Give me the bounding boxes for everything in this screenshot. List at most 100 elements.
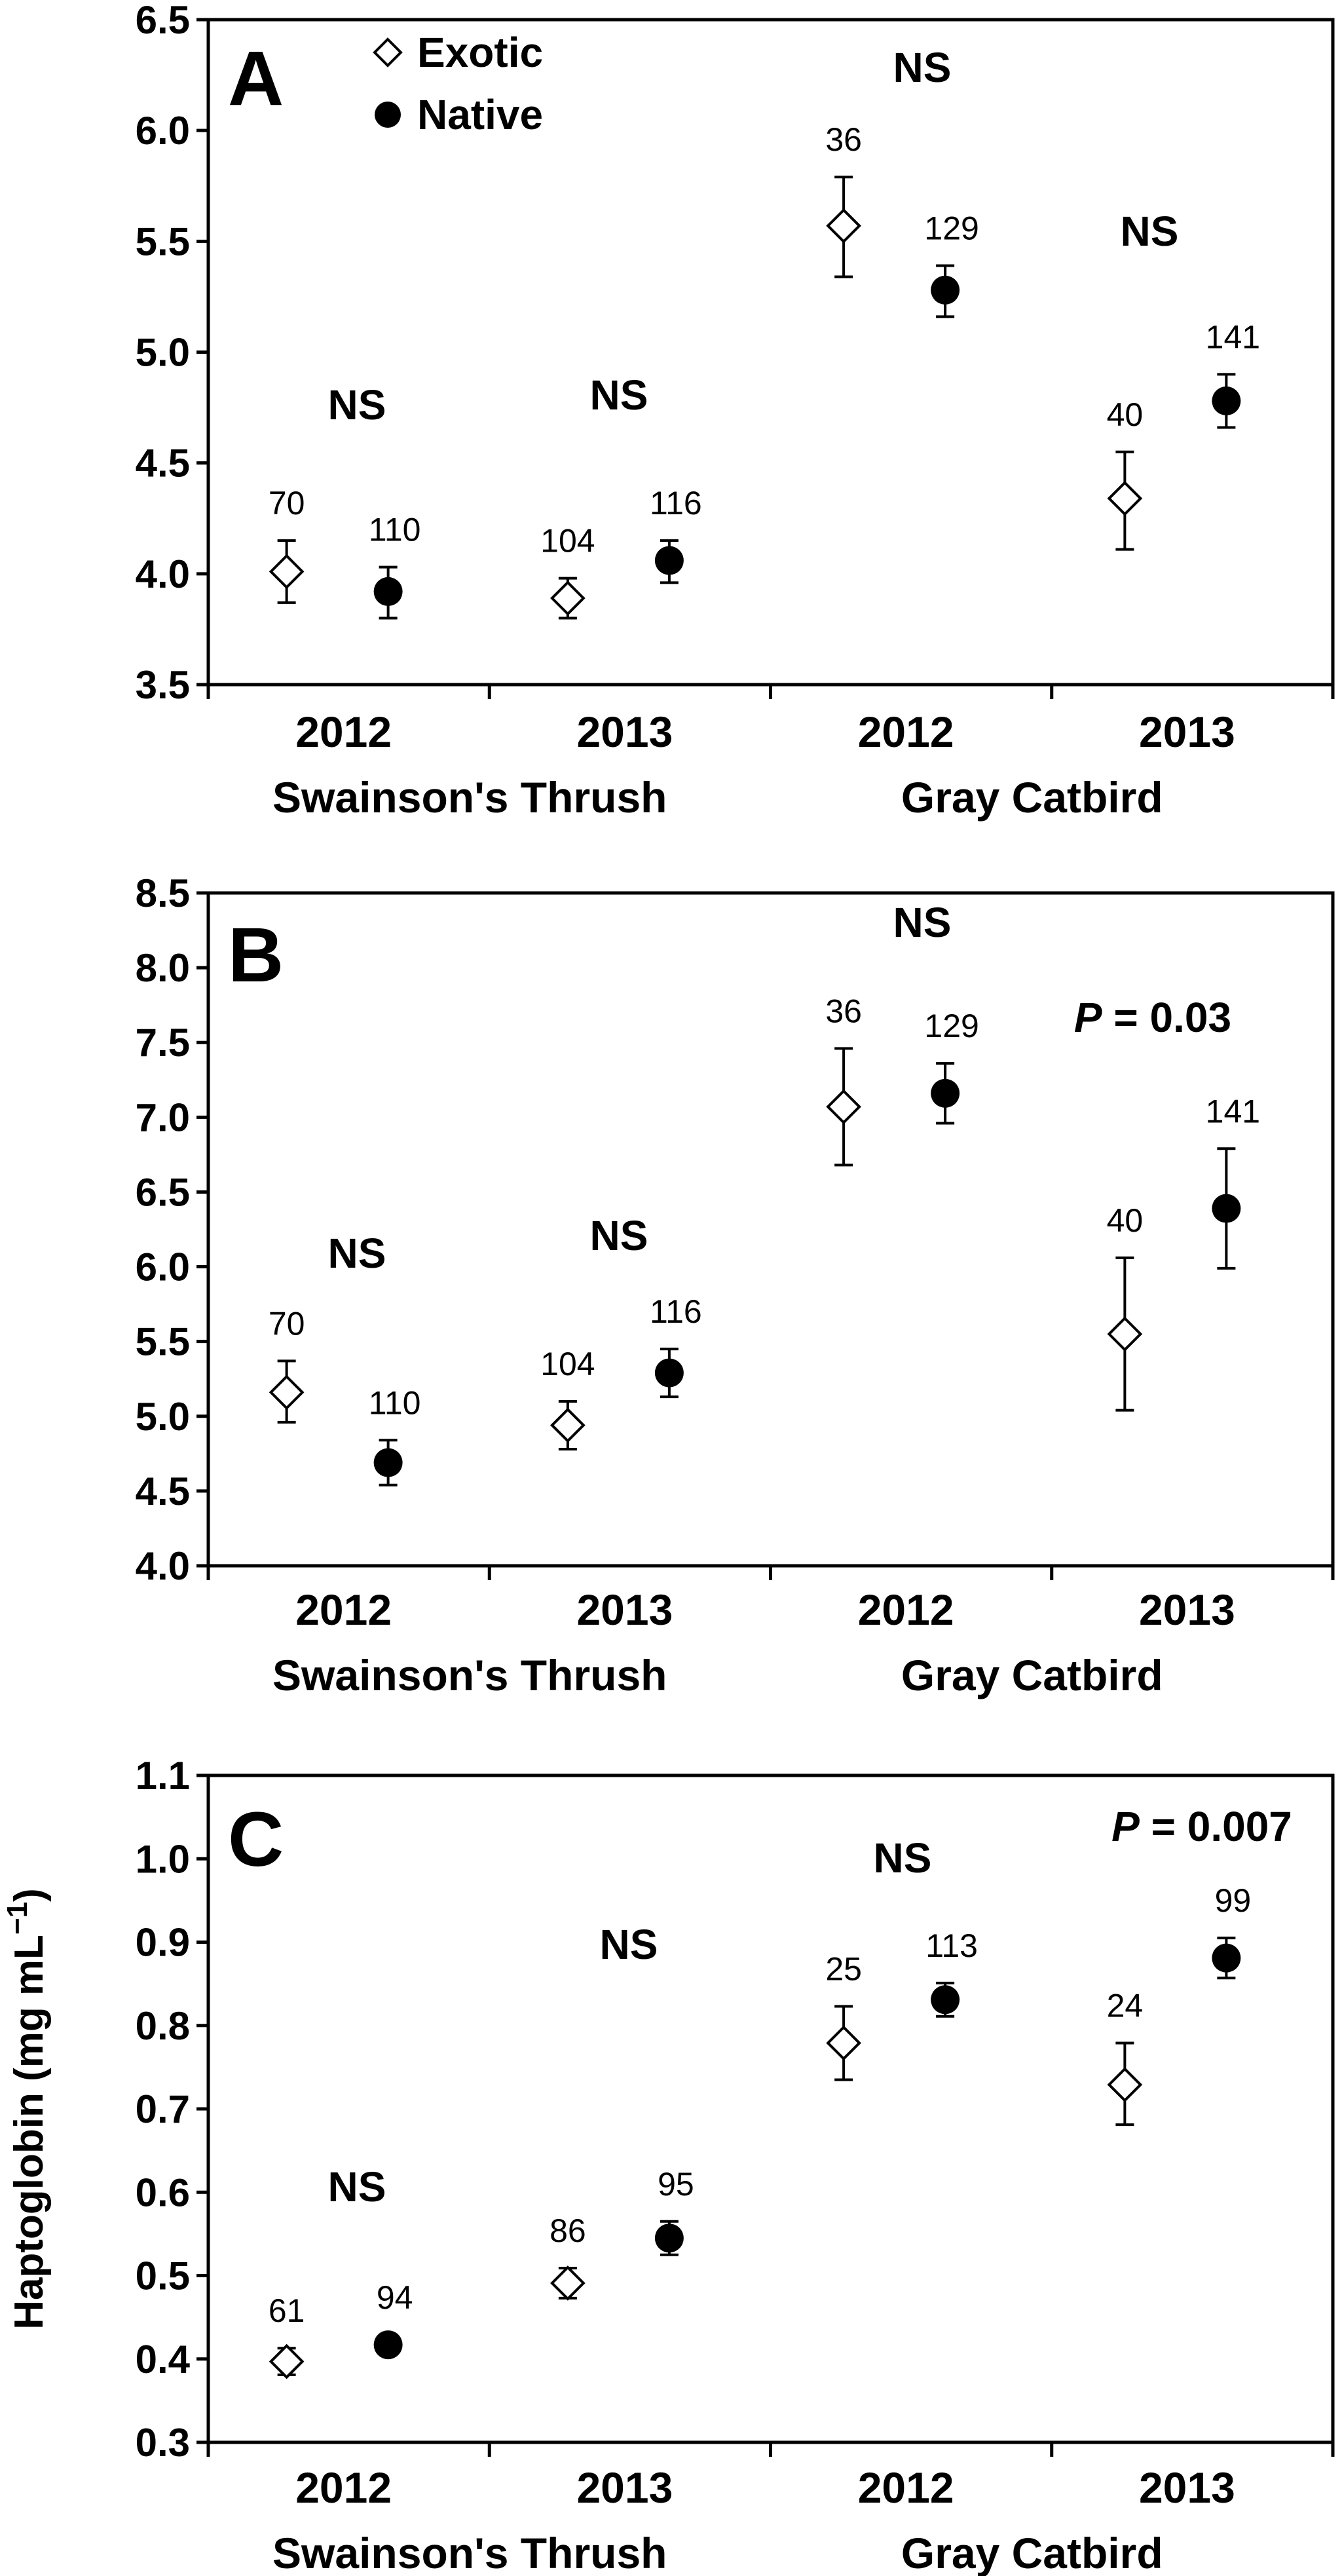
sample-size-label: 110 [369, 512, 421, 548]
panel-letter: B [228, 912, 284, 998]
sample-size-label: 94 [377, 2279, 413, 2316]
x-group-label: Gray Catbird [901, 2529, 1163, 2576]
data-point-native: 116 [650, 1293, 702, 1399]
data-point-exotic: 36 [825, 121, 862, 278]
significance-label: NS [328, 1230, 386, 1277]
data-point-exotic: 104 [540, 1346, 595, 1450]
y-tick-label: 0.6 [136, 2170, 190, 2214]
significance-label: NS [1121, 208, 1179, 255]
marker-diamond [269, 554, 305, 590]
y-tick-label: 3.5 [136, 663, 190, 707]
data-point-exotic: 25 [825, 1950, 862, 2081]
x-category-label: 2012 [858, 708, 954, 756]
marker-circle [931, 275, 960, 305]
marker-circle [1212, 1943, 1241, 1973]
data-point-exotic: 36 [825, 993, 862, 1167]
y-tick-label: 7.0 [136, 1095, 190, 1139]
y-tick-label: 1.1 [136, 1754, 190, 1798]
data-point-exotic: 61 [269, 2292, 305, 2379]
marker-diamond [826, 1089, 861, 1125]
sample-size-label: 104 [540, 1346, 595, 1382]
x-group-label: Gray Catbird [901, 773, 1163, 822]
data-point-native: 99 [1212, 1882, 1251, 1980]
significance-label: NS [328, 2163, 386, 2210]
y-tick-label: 0.3 [136, 2421, 190, 2465]
marker-diamond [269, 2343, 305, 2379]
marker-diamond [550, 580, 586, 616]
y-tick-label: 4.5 [136, 442, 190, 485]
data-point-exotic: 24 [1107, 1987, 1143, 2127]
marker-diamond [269, 1374, 305, 1411]
sample-size-label: 141 [1206, 1093, 1260, 1129]
y-tick-label: 0.7 [136, 2087, 190, 2131]
marker-circle [1212, 1194, 1241, 1223]
significance-label: NS [893, 44, 952, 91]
sample-size-label: 116 [650, 485, 702, 521]
sample-size-label: 116 [650, 1293, 702, 1330]
x-category-label: 2012 [858, 1585, 954, 1634]
marker-diamond [1107, 2067, 1143, 2102]
legend-marker-circle [375, 102, 401, 128]
sample-size-label: 40 [1107, 396, 1144, 433]
y-axis-label: Haptoglobin (mg mL−1) [1, 1888, 52, 2330]
sample-size-label: 141 [1206, 318, 1260, 355]
sample-size-label: 70 [269, 485, 305, 521]
y-tick-label: 6.5 [136, 0, 190, 42]
data-point-native: 141 [1206, 1093, 1260, 1270]
data-point-native: 113 [925, 1927, 978, 2018]
significance-label: NS [600, 1921, 658, 1968]
x-category-label: 2012 [295, 2463, 392, 2512]
significance-label: NS [874, 1834, 932, 1882]
sample-size-label: 36 [825, 121, 862, 158]
y-tick-label: 4.0 [136, 1544, 190, 1588]
marker-circle [1212, 386, 1241, 415]
sample-size-label: 104 [540, 523, 595, 559]
x-category-label: 2013 [1139, 708, 1235, 756]
sample-size-label: 95 [658, 2166, 694, 2203]
panel-A: 3.5 4.0 4.5 5.0 5.5 6.0 6.5 2012 2013 2012 2013 Swa… [136, 0, 1335, 822]
sample-size-label: 36 [825, 993, 862, 1029]
significance-label: P = 0.007 [1111, 1803, 1292, 1850]
significance-label: P = 0.03 [1074, 994, 1231, 1041]
marker-circle [931, 1078, 960, 1108]
data-point-native: 116 [650, 485, 702, 584]
marker-diamond [1107, 1316, 1143, 1352]
significance-label: NS [590, 1212, 648, 1259]
data-point-native: 129 [924, 210, 979, 318]
data-point-native: 141 [1206, 318, 1260, 429]
data-point-native: 129 [924, 1008, 979, 1125]
sample-size-label: 40 [1107, 1202, 1144, 1239]
legend-marker-diamond [373, 37, 403, 67]
x-category-label: 2012 [295, 1585, 392, 1634]
marker-circle [373, 1448, 403, 1477]
sample-size-label: 70 [269, 1305, 305, 1342]
x-category-label: 2013 [576, 708, 673, 756]
data-point-exotic: 70 [269, 1305, 305, 1424]
data-point-exotic: 86 [550, 2212, 586, 2301]
marker-circle [931, 1985, 960, 2015]
legend-label: Native [417, 91, 543, 138]
marker-diamond [826, 208, 861, 244]
x-group-label: Swainson's Thrush [272, 773, 667, 822]
y-tick-label: 1.0 [136, 1837, 190, 1881]
marker-circle [654, 1358, 684, 1388]
y-tick-label: 5.5 [136, 219, 190, 263]
significance-label: NS [590, 371, 648, 419]
sample-size-label: 61 [269, 2292, 305, 2329]
x-group-label: Swainson's Thrush [272, 2529, 667, 2576]
sample-size-label: 110 [369, 1384, 421, 1421]
legend-label: Exotic [417, 29, 543, 76]
data-point-exotic: 104 [540, 523, 595, 620]
marker-diamond [550, 2265, 586, 2301]
data-point-exotic: 70 [269, 485, 305, 604]
y-tick-label: 5.0 [136, 1395, 190, 1439]
sample-size-label: 86 [550, 2212, 586, 2249]
x-group-label: Swainson's Thrush [272, 1651, 667, 1699]
significance-label: NS [328, 381, 386, 428]
marker-diamond [1107, 480, 1143, 516]
data-point-native: 110 [369, 1384, 421, 1487]
marker-diamond [550, 1407, 586, 1443]
y-tick-label: 7.5 [136, 1021, 190, 1065]
